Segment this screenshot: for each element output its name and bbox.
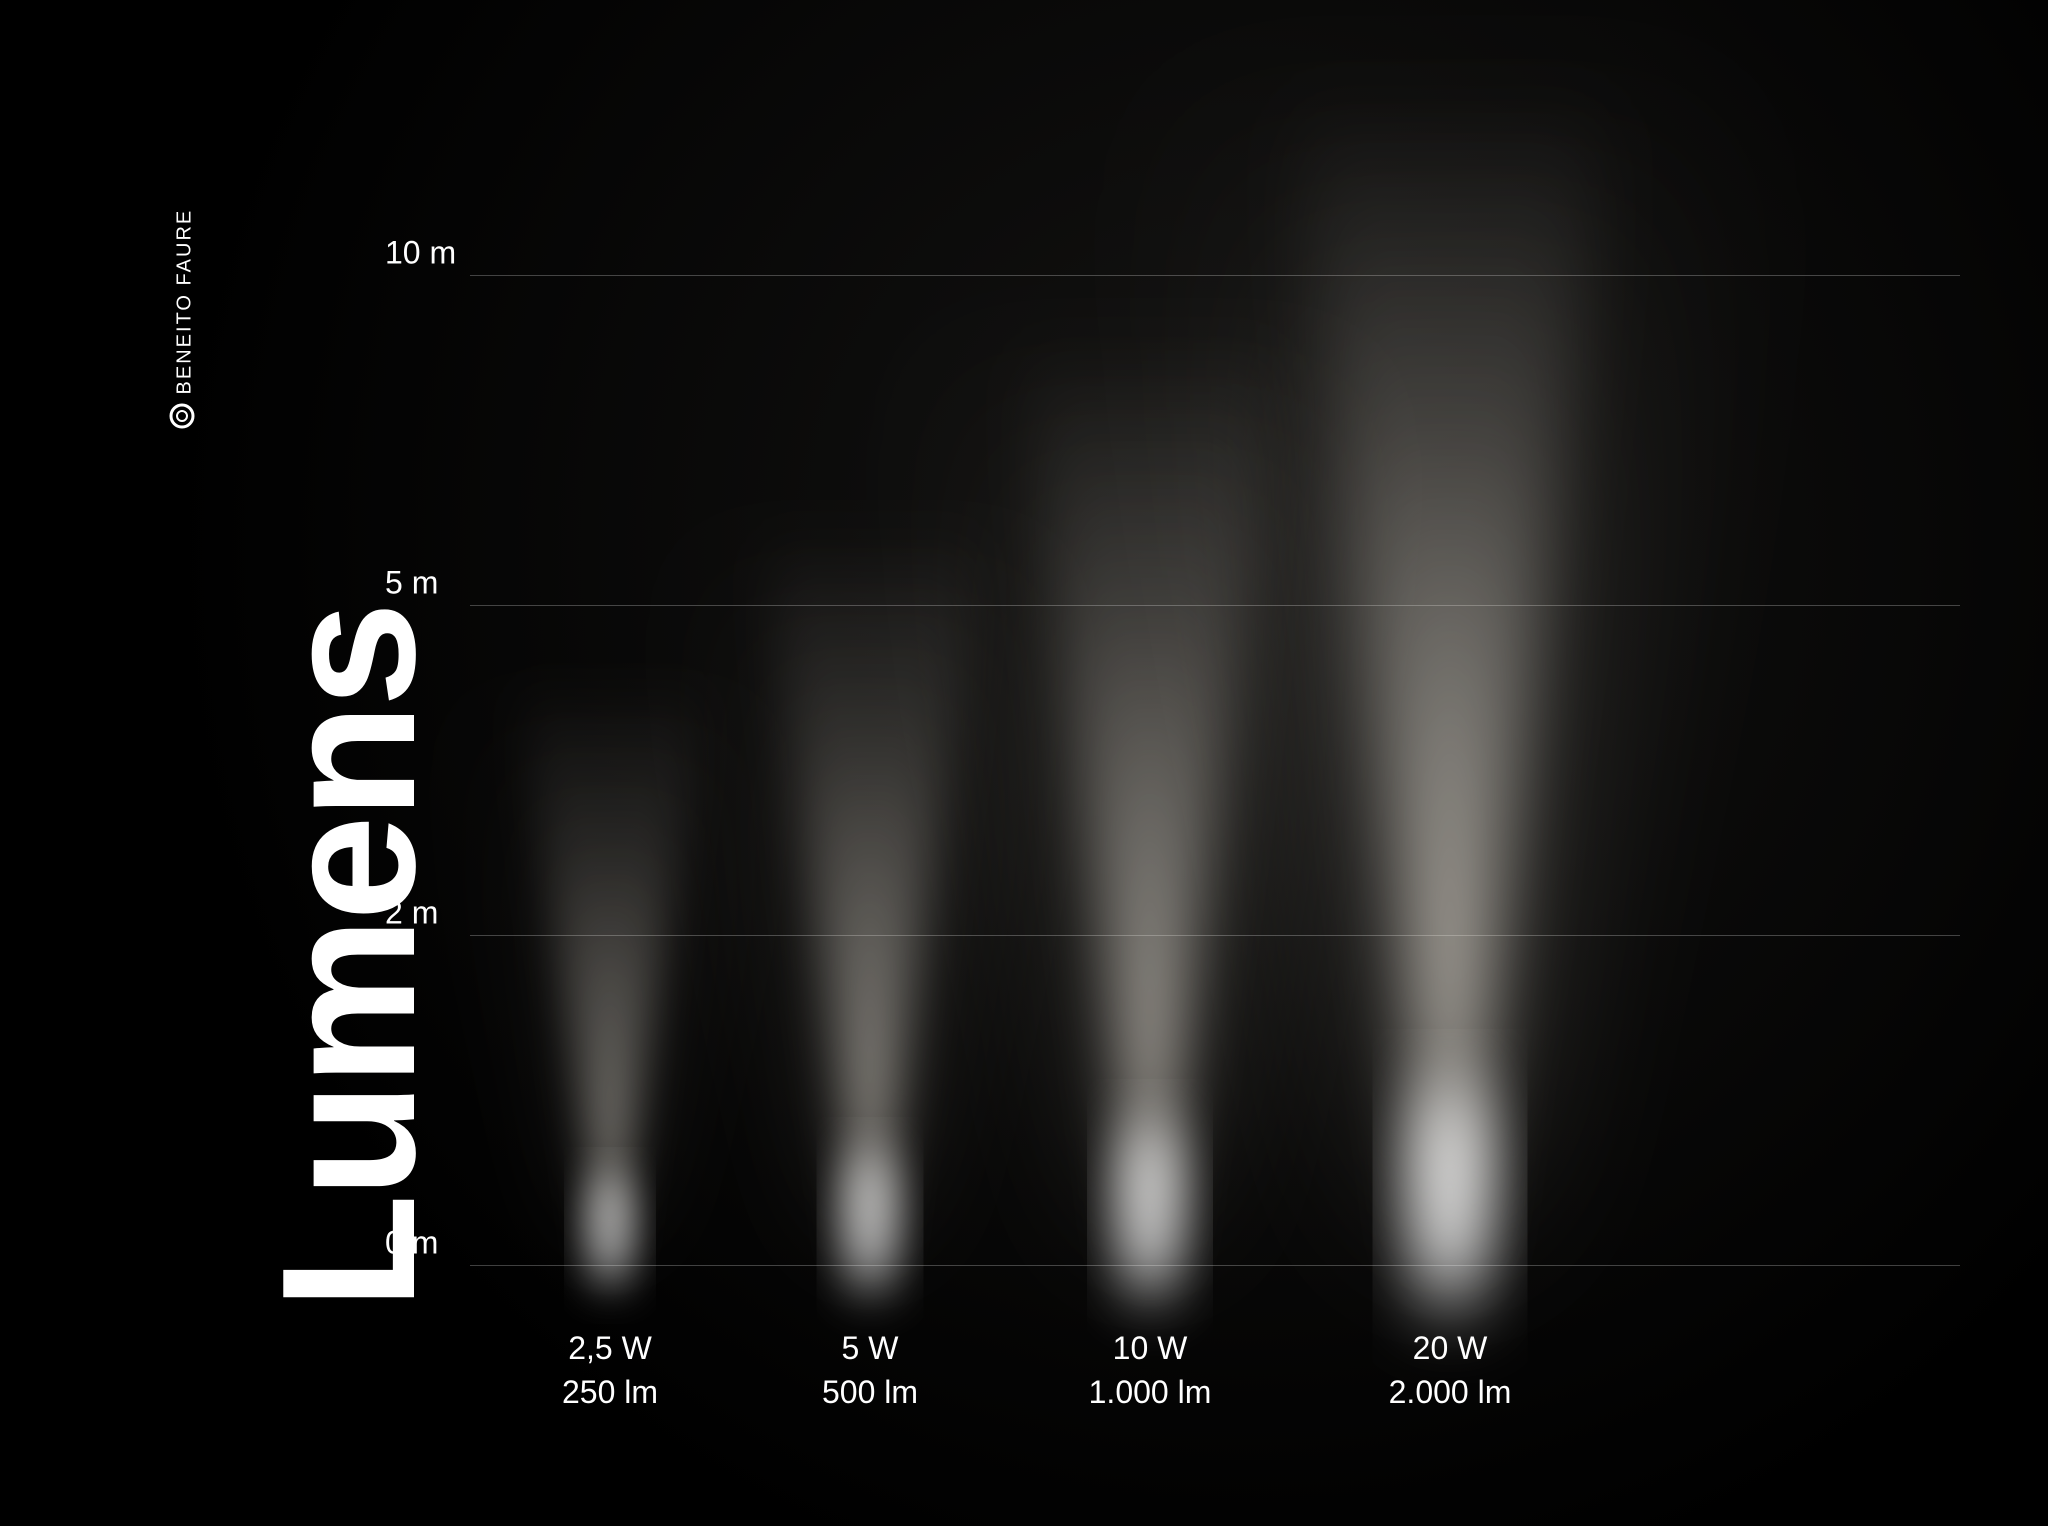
gridline [470, 1265, 1960, 1266]
x-tick-watt: 2,5 W [568, 1330, 652, 1367]
page-title: Lumens [240, 606, 458, 1310]
y-tick-label: 2 m [385, 895, 438, 932]
light-beam [773, 305, 1527, 1295]
y-tick-label: 0 m [385, 1225, 438, 1262]
x-tick-lumen: 500 lm [822, 1374, 918, 1411]
x-tick-lumen: 2.000 lm [1389, 1374, 1512, 1411]
x-tick-watt: 10 W [1113, 1330, 1188, 1367]
brand-text: BENEITO FAURE [173, 209, 195, 395]
x-tick-lumen: 1.000 lm [1089, 1374, 1212, 1411]
light-beam [551, 495, 1189, 1295]
y-tick-label: 10 m [385, 235, 456, 272]
x-tick-watt: 20 W [1413, 1330, 1488, 1367]
gridline [470, 605, 1960, 606]
x-tick-watt: 5 W [842, 1330, 899, 1367]
ring-icon [168, 402, 202, 430]
light-beam [986, 55, 1914, 1295]
gridline [470, 935, 1960, 936]
x-tick-lumen: 250 lm [562, 1374, 658, 1411]
brand-mark: BENEITO FAURE [168, 209, 202, 430]
y-tick-label: 5 m [385, 565, 438, 602]
gridline [470, 275, 1960, 276]
